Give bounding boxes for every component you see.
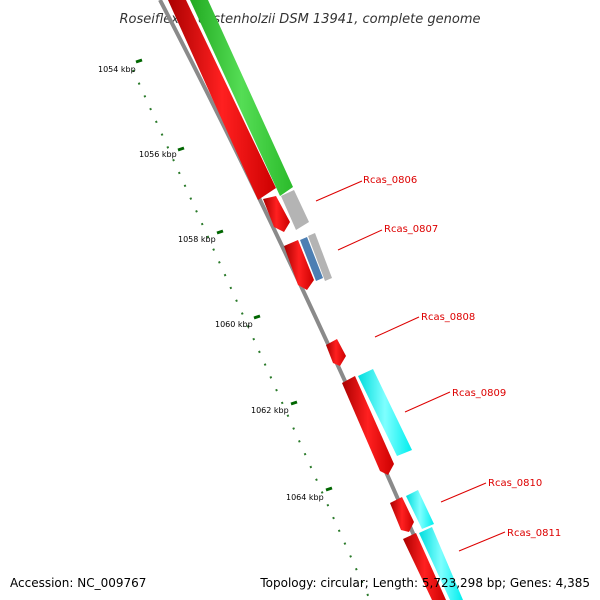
green-feature-upstream[interactable] bbox=[190, 0, 293, 196]
blue-feature-rcas-0807[interactable] bbox=[300, 237, 323, 281]
cds-feature-rcas-0811[interactable] bbox=[403, 533, 446, 600]
cds-feature-rcas-0807[interactable] bbox=[284, 240, 314, 290]
cyan-feature-rcas-0810[interactable] bbox=[406, 490, 434, 529]
tick-label-1054: 1054 kbp bbox=[98, 65, 136, 74]
label-leader-lines bbox=[315, 180, 506, 552]
gene-label-rcas-0808[interactable]: Rcas_0808 bbox=[421, 312, 475, 323]
cds-feature-rcas-0808[interactable] bbox=[326, 339, 346, 366]
cds-feature-rcas-0809[interactable] bbox=[342, 376, 394, 475]
gene-label-rcas-0806[interactable]: Rcas_0806 bbox=[363, 175, 417, 186]
tick-label-1064: 1064 kbp bbox=[286, 493, 324, 502]
tick-label-1056: 1056 kbp bbox=[139, 150, 177, 159]
genome-summary-text: Topology: circular; Length: 5,723,298 bp… bbox=[260, 576, 590, 590]
accession-text: Accession: NC_009767 bbox=[10, 576, 147, 590]
cds-feature-upstream[interactable] bbox=[168, 0, 276, 200]
major-ticks bbox=[135, 58, 333, 492]
gene-label-rcas-0807[interactable]: Rcas_0807 bbox=[384, 224, 438, 235]
gene-label-rcas-0810[interactable]: Rcas_0810 bbox=[488, 478, 542, 489]
cds-feature-rcas-0810[interactable] bbox=[390, 497, 414, 532]
cyan-feature-rcas-0811[interactable] bbox=[419, 527, 463, 600]
grey-feature-rcas-0807[interactable] bbox=[308, 233, 332, 281]
tick-label-1062: 1062 kbp bbox=[251, 406, 289, 415]
cyan-feature-rcas-0809[interactable] bbox=[358, 369, 412, 456]
tick-label-1058: 1058 kbp bbox=[178, 235, 216, 244]
gene-label-rcas-0811[interactable]: Rcas_0811 bbox=[507, 528, 561, 539]
grey-feature-rcas-0806[interactable] bbox=[281, 190, 309, 230]
gene-label-rcas-0809[interactable]: Rcas_0809 bbox=[452, 388, 506, 399]
tick-label-1060: 1060 kbp bbox=[215, 320, 253, 329]
cds-feature-rcas-0806[interactable] bbox=[263, 196, 290, 232]
